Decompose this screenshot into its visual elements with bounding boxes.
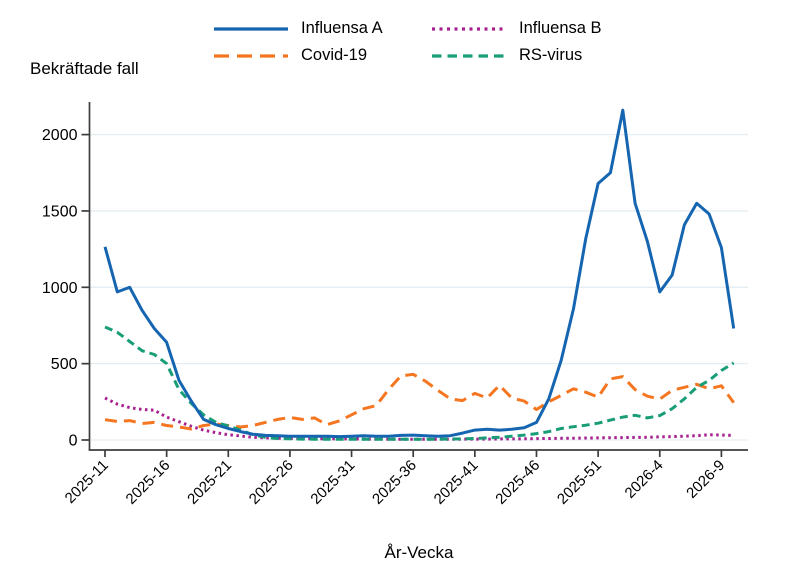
series-line-rs-virus <box>104 325 735 441</box>
y-axis-title: Bekräftade fall <box>30 59 139 78</box>
legend-item-influensa-b: Influensa B <box>432 19 602 38</box>
x-tick-label: 2025-41 <box>431 457 482 508</box>
y-tick-label: 0 <box>69 433 78 450</box>
legend-item-covid-19: Covid-19 <box>214 46 432 65</box>
x-tick-label: 2025-36 <box>369 457 420 508</box>
influensa-a-line-sample-icon <box>214 26 288 31</box>
legend-label: RS-virus <box>519 46 583 64</box>
x-tick-label: 2026-4 <box>622 457 667 502</box>
x-tick-label: 2025-31 <box>307 457 358 508</box>
legend: Influensa A Influensa B Covid-19 RS-virus <box>214 19 602 65</box>
y-tick-label: 500 <box>51 356 78 373</box>
rs-virus-line-sample-icon <box>432 53 506 58</box>
legend-label: Influensa B <box>519 19 602 37</box>
legend-item-influensa-a: Influensa A <box>214 19 432 38</box>
legend-item-rs-virus: RS-virus <box>432 46 602 65</box>
x-tick-label: 2025-21 <box>184 457 235 508</box>
x-tick-label: 2025-26 <box>246 457 297 508</box>
x-tick-label: 2026-9 <box>683 457 728 502</box>
y-tick-label: 2000 <box>42 127 78 144</box>
y-tick-label: 1500 <box>42 203 78 220</box>
x-tick-label: 2025-46 <box>492 457 543 508</box>
influensa-b-line-sample-icon <box>432 26 506 31</box>
series-line-influensa-a <box>103 108 736 439</box>
covid-19-line-sample-icon <box>214 53 288 58</box>
x-tick-label: 2025-16 <box>123 457 174 508</box>
legend-label: Influensa A <box>301 19 383 37</box>
legend-label: Covid-19 <box>301 46 368 64</box>
x-tick-label: 2025-51 <box>554 457 605 508</box>
x-axis-title: År-Vecka <box>384 543 454 562</box>
y-tick-label: 1000 <box>42 280 78 297</box>
series-line-influensa-b <box>104 396 734 441</box>
series-line-covid-19 <box>104 372 735 431</box>
x-tick-label: 2025-11 <box>62 457 112 507</box>
